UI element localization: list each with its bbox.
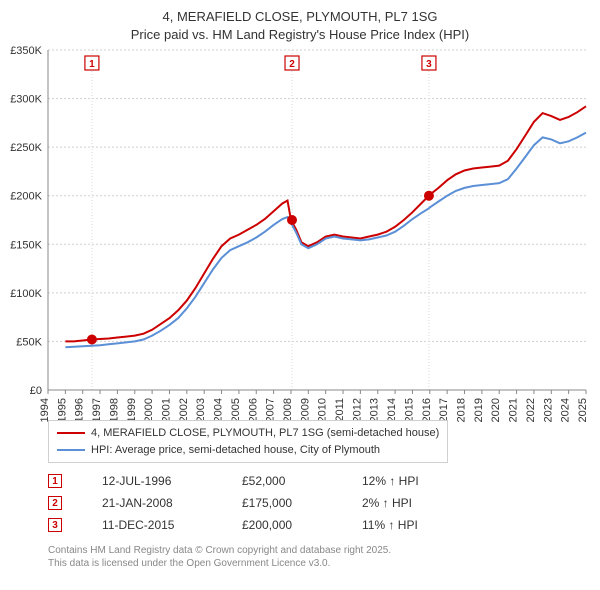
sale-diff: 2% ↑ HPI xyxy=(362,496,452,510)
sale-date: 21-JAN-2008 xyxy=(102,496,202,510)
x-tick-label: 2020 xyxy=(490,398,502,422)
legend-label: HPI: Average price, semi-detached house,… xyxy=(91,442,380,459)
x-tick-label: 2012 xyxy=(351,398,363,422)
x-tick-label: 1996 xyxy=(74,398,86,422)
x-tick-label: 2015 xyxy=(403,398,415,422)
sale-index-box: 1 xyxy=(48,474,62,488)
y-tick-label: £0 xyxy=(30,385,42,397)
legend: 4, MERAFIELD CLOSE, PLYMOUTH, PL7 1SG (s… xyxy=(48,420,448,463)
sale-index-box: 2 xyxy=(48,496,62,510)
legend-swatch xyxy=(57,432,85,434)
x-tick-label: 2019 xyxy=(473,398,485,422)
title-block: 4, MERAFIELD CLOSE, PLYMOUTH, PL7 1SG Pr… xyxy=(0,0,600,44)
attribution-line-1: Contains HM Land Registry data © Crown c… xyxy=(48,544,391,557)
sale-price: £200,000 xyxy=(242,518,322,532)
x-tick-label: 2009 xyxy=(299,398,311,422)
sale-date: 12-JUL-1996 xyxy=(102,474,202,488)
y-tick-label: £50K xyxy=(16,336,42,348)
sale-row: 1 12-JUL-1996 £52,000 12% ↑ HPI xyxy=(48,470,452,492)
x-tick-label: 2001 xyxy=(160,398,172,422)
x-tick-label: 2006 xyxy=(247,398,259,422)
sale-date: 11-DEC-2015 xyxy=(102,518,202,532)
y-tick-label: £250K xyxy=(10,142,42,154)
sale-diff: 12% ↑ HPI xyxy=(362,474,452,488)
x-tick-label: 2002 xyxy=(178,398,190,422)
x-tick-label: 2003 xyxy=(195,398,207,422)
legend-swatch xyxy=(57,449,85,451)
sale-marker-number: 1 xyxy=(89,59,95,70)
x-tick-label: 2022 xyxy=(525,398,537,422)
attribution: Contains HM Land Registry data © Crown c… xyxy=(48,544,391,570)
x-tick-label: 1994 xyxy=(39,398,51,422)
x-tick-label: 2017 xyxy=(438,398,450,422)
sale-marker-dot xyxy=(87,334,97,344)
x-tick-label: 2021 xyxy=(508,398,520,422)
title-line-2: Price paid vs. HM Land Registry's House … xyxy=(0,26,600,44)
y-tick-label: £150K xyxy=(10,239,42,251)
x-tick-label: 2025 xyxy=(577,398,589,422)
plot-svg: £0£50K£100K£150K£200K£250K£300K£350K1994… xyxy=(48,50,586,390)
y-tick-label: £200K xyxy=(10,191,42,203)
y-tick-label: £350K xyxy=(10,45,42,57)
sale-marker-dot xyxy=(287,215,297,225)
sale-marker-number: 2 xyxy=(289,59,295,70)
x-tick-label: 2007 xyxy=(265,398,277,422)
y-tick-label: £100K xyxy=(10,288,42,300)
x-tick-label: 2023 xyxy=(542,398,554,422)
x-tick-label: 2000 xyxy=(143,398,155,422)
x-tick-label: 1998 xyxy=(108,398,120,422)
sale-row: 3 11-DEC-2015 £200,000 11% ↑ HPI xyxy=(48,514,452,536)
sales-table: 1 12-JUL-1996 £52,000 12% ↑ HPI 2 21-JAN-2008… xyxy=(48,470,452,536)
chart-container: 4, MERAFIELD CLOSE, PLYMOUTH, PL7 1SG Pr… xyxy=(0,0,600,590)
x-tick-label: 2010 xyxy=(317,398,329,422)
x-tick-label: 1999 xyxy=(126,398,138,422)
sale-diff: 11% ↑ HPI xyxy=(362,518,452,532)
sale-row: 2 21-JAN-2008 £175,000 2% ↑ HPI xyxy=(48,492,452,514)
sale-marker-dot xyxy=(424,191,434,201)
title-line-1: 4, MERAFIELD CLOSE, PLYMOUTH, PL7 1SG xyxy=(0,8,600,26)
plot-area: £0£50K£100K£150K£200K£250K£300K£350K1994… xyxy=(48,50,586,390)
x-tick-label: 2024 xyxy=(560,398,572,422)
legend-label: 4, MERAFIELD CLOSE, PLYMOUTH, PL7 1SG (s… xyxy=(91,425,439,442)
sale-index-box: 3 xyxy=(48,518,62,532)
sale-price: £175,000 xyxy=(242,496,322,510)
legend-row: 4, MERAFIELD CLOSE, PLYMOUTH, PL7 1SG (s… xyxy=(57,425,439,442)
x-tick-label: 2013 xyxy=(369,398,381,422)
x-tick-label: 1995 xyxy=(56,398,68,422)
x-tick-label: 2004 xyxy=(213,398,225,422)
x-tick-label: 2005 xyxy=(230,398,242,422)
series-price-paid xyxy=(65,106,586,341)
x-tick-label: 2016 xyxy=(421,398,433,422)
legend-row: HPI: Average price, semi-detached house,… xyxy=(57,442,439,459)
y-tick-label: £300K xyxy=(10,94,42,106)
series-hpi xyxy=(65,133,586,348)
attribution-line-2: This data is licensed under the Open Gov… xyxy=(48,557,391,570)
x-tick-label: 2011 xyxy=(334,398,346,422)
x-tick-label: 2008 xyxy=(282,398,294,422)
x-tick-label: 2014 xyxy=(386,398,398,422)
x-tick-label: 1997 xyxy=(91,398,103,422)
sale-price: £52,000 xyxy=(242,474,322,488)
x-tick-label: 2018 xyxy=(456,398,468,422)
sale-marker-number: 3 xyxy=(426,59,432,70)
